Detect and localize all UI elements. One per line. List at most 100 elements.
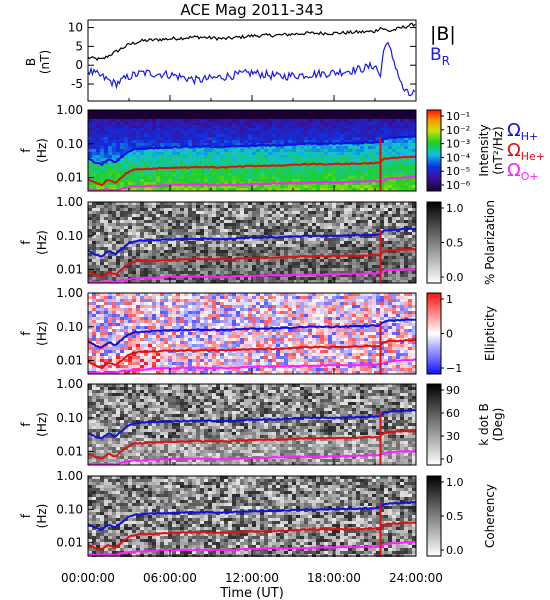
heatmap-cell bbox=[304, 170, 308, 173]
heatmap-cell bbox=[200, 244, 204, 247]
heatmap-cell bbox=[160, 176, 164, 179]
heatmap-cell bbox=[108, 244, 112, 247]
heatmap-cell bbox=[388, 116, 392, 119]
heatmap-cell bbox=[176, 229, 180, 232]
heatmap-cell bbox=[184, 164, 188, 167]
heatmap-cell bbox=[308, 158, 312, 161]
panel-3-heatmap bbox=[88, 202, 416, 283]
heatmap-cell bbox=[352, 220, 356, 223]
heatmap-cell bbox=[208, 217, 212, 220]
heatmap-cell bbox=[308, 232, 312, 235]
heatmap-cell bbox=[312, 271, 316, 274]
heatmap-cell bbox=[368, 146, 372, 149]
heatmap-cell bbox=[140, 341, 144, 344]
heatmap-cell bbox=[196, 146, 200, 149]
heatmap-cell bbox=[220, 265, 224, 268]
heatmap-cell bbox=[88, 173, 92, 176]
heatmap-cell bbox=[180, 214, 184, 217]
heatmap-cell bbox=[120, 259, 124, 262]
heatmap-cell bbox=[148, 356, 152, 359]
heatmap-cell bbox=[396, 173, 400, 176]
heatmap-cell bbox=[384, 110, 388, 113]
heatmap-cell bbox=[364, 265, 368, 268]
heatmap-cell bbox=[396, 241, 400, 244]
heatmap-cell bbox=[196, 170, 200, 173]
heatmap-cell bbox=[128, 134, 132, 137]
heatmap-cell bbox=[108, 176, 112, 179]
heatmap-cell bbox=[248, 161, 252, 164]
heatmap-cell bbox=[164, 119, 168, 122]
heatmap-cell bbox=[124, 268, 128, 271]
heatmap-cell bbox=[124, 347, 128, 350]
heatmap-cell bbox=[124, 350, 128, 353]
heatmap-cell bbox=[136, 170, 140, 173]
heatmap-cell bbox=[196, 214, 200, 217]
heatmap-cell bbox=[244, 238, 248, 241]
heatmap-cell bbox=[124, 262, 128, 265]
heatmap-cell bbox=[288, 247, 292, 250]
heatmap-cell bbox=[88, 161, 92, 164]
heatmap-cell bbox=[324, 211, 328, 214]
heatmap-cell bbox=[172, 235, 176, 238]
heatmap-cell bbox=[124, 143, 128, 146]
heatmap-cell bbox=[100, 305, 104, 308]
heatmap-cell bbox=[368, 268, 372, 271]
heatmap-cell bbox=[132, 259, 136, 262]
heatmap-cell bbox=[316, 173, 320, 176]
heatmap-cell bbox=[400, 161, 404, 164]
heatmap-cell bbox=[112, 320, 116, 323]
heatmap-cell bbox=[168, 128, 172, 131]
heatmap-cell bbox=[320, 149, 324, 152]
heatmap-cell bbox=[156, 205, 160, 208]
heatmap-cell bbox=[412, 131, 416, 134]
heatmap-cell bbox=[168, 202, 172, 205]
heatmap-cell bbox=[168, 149, 172, 152]
heatmap-cell bbox=[296, 113, 300, 116]
heatmap-cell bbox=[92, 277, 96, 280]
heatmap-cell bbox=[232, 152, 236, 155]
heatmap-cell bbox=[132, 247, 136, 250]
heatmap-cell bbox=[220, 253, 224, 256]
heatmap-cell bbox=[152, 268, 156, 271]
heatmap-cell bbox=[412, 280, 416, 283]
heatmap-cell bbox=[92, 146, 96, 149]
heatmap-cell bbox=[124, 341, 128, 344]
heatmap-cell bbox=[328, 253, 332, 256]
heatmap-cell bbox=[180, 128, 184, 131]
heatmap-cell bbox=[328, 217, 332, 220]
heatmap-cell bbox=[256, 125, 260, 128]
heatmap-cell bbox=[320, 131, 324, 134]
heatmap-cell bbox=[136, 371, 140, 374]
heatmap-cell bbox=[252, 238, 256, 241]
heatmap-cell bbox=[364, 116, 368, 119]
heatmap-cell bbox=[348, 208, 352, 211]
heatmap-cell bbox=[180, 116, 184, 119]
heatmap-cell bbox=[120, 131, 124, 134]
heatmap-cell bbox=[292, 122, 296, 125]
heatmap-cell bbox=[408, 274, 412, 277]
heatmap-cell bbox=[168, 253, 172, 256]
heatmap-cell bbox=[152, 164, 156, 167]
heatmap-cell bbox=[104, 241, 108, 244]
heatmap-cell bbox=[300, 125, 304, 128]
heatmap-cell bbox=[284, 265, 288, 268]
heatmap-cell bbox=[92, 182, 96, 185]
heatmap-cell bbox=[312, 253, 316, 256]
heatmap-cell bbox=[144, 280, 148, 283]
heatmap-cell bbox=[108, 170, 112, 173]
heatmap-cell bbox=[164, 244, 168, 247]
series-line-B-total bbox=[87, 22, 416, 62]
heatmap-cell bbox=[140, 116, 144, 119]
heatmap-cell bbox=[180, 280, 184, 283]
heatmap-cell bbox=[212, 235, 216, 238]
heatmap-cell bbox=[180, 250, 184, 253]
heatmap-cell bbox=[184, 128, 188, 131]
heatmap-cell bbox=[392, 262, 396, 265]
heatmap-cell bbox=[120, 170, 124, 173]
heatmap-cell bbox=[404, 205, 408, 208]
heatmap-cell bbox=[88, 137, 92, 140]
heatmap-cell bbox=[172, 280, 176, 283]
heatmap-cell bbox=[276, 134, 280, 137]
heatmap-cell bbox=[336, 262, 340, 265]
heatmap-cell bbox=[224, 179, 228, 182]
